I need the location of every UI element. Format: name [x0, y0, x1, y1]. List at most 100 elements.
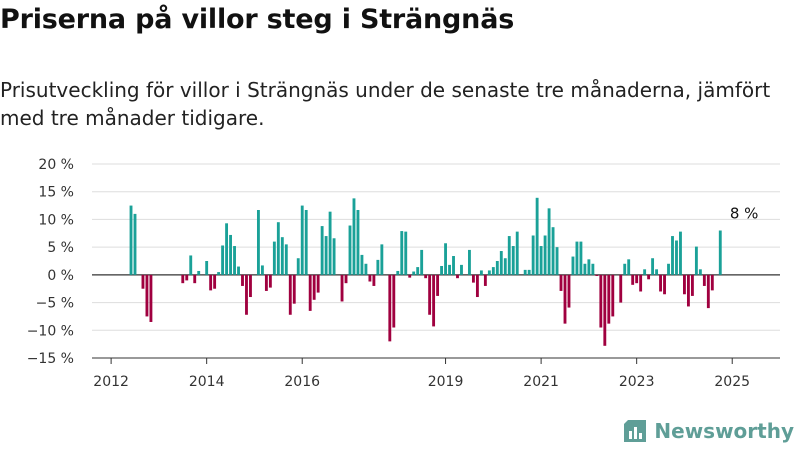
bar	[209, 274, 213, 291]
bar	[229, 234, 232, 275]
bar	[264, 274, 268, 291]
bar	[599, 274, 603, 328]
bar	[141, 274, 145, 289]
bar	[460, 264, 463, 275]
bar	[607, 274, 611, 324]
bar	[706, 274, 710, 309]
bar	[360, 254, 364, 275]
bar	[249, 274, 252, 298]
bar	[332, 238, 336, 275]
bar	[296, 258, 300, 275]
bar	[559, 274, 563, 291]
bar	[368, 274, 372, 282]
bar	[412, 271, 416, 275]
x-tick-label: 2021	[523, 374, 559, 390]
newsworthy-brand: Newsworthy	[622, 418, 794, 444]
latest-value-annotation: 8 %	[730, 205, 759, 223]
bar	[551, 227, 555, 275]
x-tick-label: 2016	[284, 374, 320, 390]
bar	[475, 274, 479, 298]
brand-name: Newsworthy	[654, 419, 794, 443]
bar	[698, 269, 702, 275]
bar	[288, 274, 292, 315]
bar	[233, 246, 236, 275]
bar	[444, 243, 447, 275]
x-tick-label: 2014	[189, 374, 225, 390]
bar	[503, 258, 507, 275]
bar	[245, 274, 248, 315]
y-tick-label: −15 %	[27, 351, 74, 367]
bar	[416, 267, 420, 275]
bar	[635, 274, 639, 284]
bar	[547, 208, 551, 275]
bar	[483, 274, 487, 286]
bar	[631, 274, 635, 285]
bar	[149, 274, 153, 322]
bar	[655, 269, 659, 275]
newsworthy-logo-icon	[624, 420, 647, 442]
bar	[611, 274, 615, 317]
bar	[448, 264, 451, 275]
bar	[428, 274, 432, 315]
bar	[420, 249, 424, 275]
bar	[710, 274, 714, 291]
bar	[328, 211, 332, 275]
bar	[292, 274, 296, 304]
y-tick-label: 0 %	[47, 268, 74, 284]
bar	[129, 205, 133, 275]
bar	[456, 274, 459, 279]
bar	[491, 267, 495, 275]
y-tick-label: 5 %	[47, 240, 74, 256]
bar	[241, 274, 244, 286]
bar	[364, 263, 368, 275]
bar	[627, 259, 631, 275]
bar	[221, 245, 225, 275]
bar	[718, 230, 722, 275]
y-tick-label: −10 %	[27, 323, 74, 339]
y-tick-label: 15 %	[38, 185, 74, 201]
bar	[539, 246, 543, 275]
bar	[679, 231, 682, 275]
bar	[185, 274, 189, 281]
bar	[197, 270, 201, 275]
bar	[683, 274, 686, 295]
bar	[300, 205, 304, 275]
bar	[356, 210, 360, 275]
bar	[340, 274, 344, 302]
bar	[424, 274, 428, 279]
bar	[523, 269, 527, 275]
bar	[436, 274, 440, 296]
bar	[515, 231, 519, 275]
bar	[225, 223, 229, 275]
bar	[579, 241, 583, 275]
bar	[686, 274, 690, 307]
bar	[663, 274, 666, 295]
bar	[324, 236, 328, 275]
bar	[619, 274, 623, 303]
x-tick-label: 2023	[619, 374, 655, 390]
bar	[527, 269, 531, 275]
bar	[471, 274, 475, 283]
y-tick-label: 20 %	[38, 157, 74, 173]
bar	[276, 222, 280, 275]
bar	[555, 247, 559, 275]
bar	[213, 274, 217, 289]
bar	[511, 246, 515, 275]
bar	[388, 274, 392, 342]
bar	[189, 255, 193, 275]
bar	[603, 274, 607, 346]
bar	[316, 274, 320, 293]
bar	[507, 236, 511, 275]
bar	[280, 237, 284, 275]
bar	[133, 213, 137, 275]
bar	[587, 259, 591, 275]
bar	[344, 274, 348, 284]
bar	[690, 274, 694, 296]
axes: −15 % −10 % −5 % 0 % 5 % 10 % 15 % 20 % 2012 2014…	[27, 157, 780, 390]
bar	[193, 274, 197, 284]
bar	[352, 198, 356, 275]
bar	[284, 244, 288, 275]
bar	[643, 269, 647, 275]
bar	[320, 226, 324, 275]
